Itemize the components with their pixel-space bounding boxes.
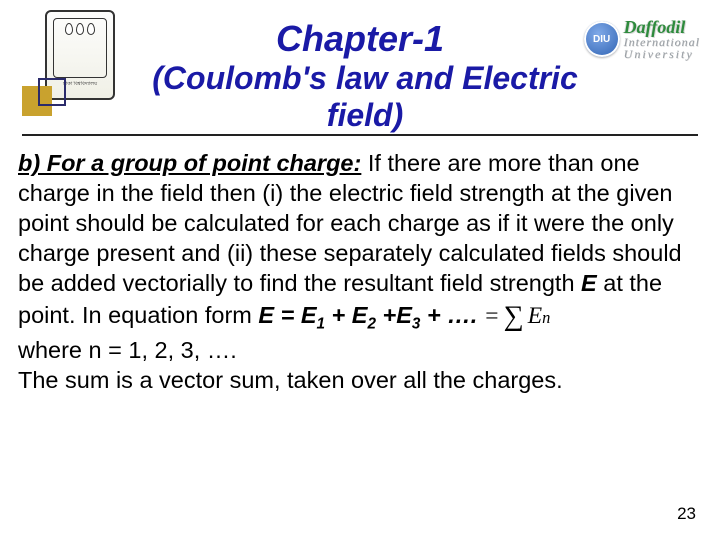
equation-sub2: 2 (367, 316, 376, 333)
sigma-expression: =∑En (484, 298, 551, 334)
university-logo: DIU Daffodil International University (584, 18, 700, 60)
equation-plus2: +E (376, 302, 412, 328)
chapter-title: Chapter-1 (276, 18, 444, 60)
section-label: b) For a group of point charge: (18, 150, 361, 176)
page-number: 23 (677, 504, 696, 524)
chapter-subtitle: (Coulomb's law and Electric field) (140, 60, 590, 134)
equation-lead: E = E (258, 302, 316, 328)
symbol-E: E (581, 270, 597, 296)
university-name-line1: Daffodil (624, 18, 700, 36)
diu-badge-icon: DIU (584, 21, 620, 57)
equation-sub1: 1 (317, 316, 326, 333)
where-clause: where n = 1, 2, 3, …. (18, 337, 237, 363)
closing-sentence: The sum is a vector sum, taken over all … (18, 367, 563, 393)
equation-trail: + …. (420, 302, 477, 328)
university-name-line3: University (624, 47, 694, 61)
body-paragraph: b) For a group of point charge: If there… (18, 148, 696, 395)
accent-squares-icon (22, 78, 66, 122)
header-rule (22, 134, 698, 136)
equation-plus1: + E (325, 302, 367, 328)
